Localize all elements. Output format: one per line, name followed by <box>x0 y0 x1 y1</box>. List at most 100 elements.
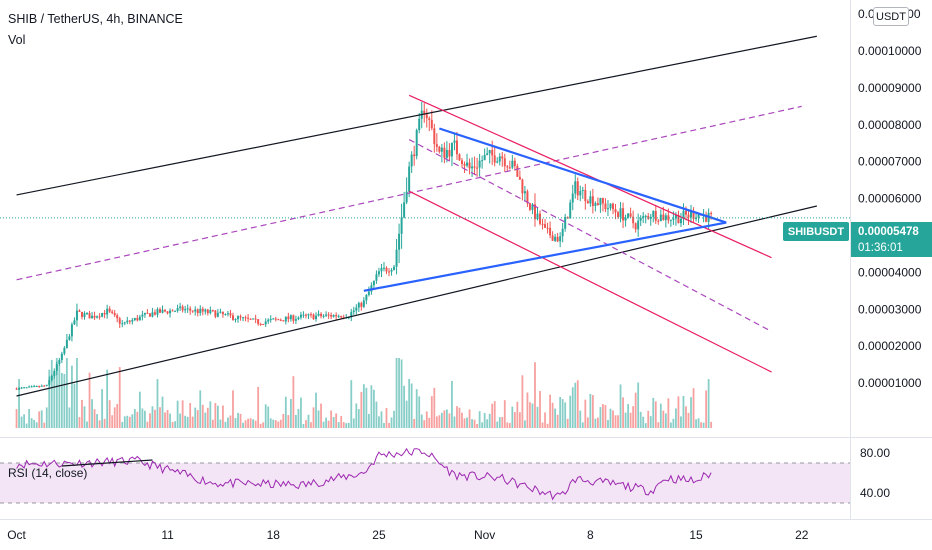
candle-body <box>91 315 94 319</box>
candle-body <box>60 353 63 360</box>
candle-body <box>423 110 426 114</box>
time-axis-label: 8 <box>587 528 594 542</box>
candle-body <box>169 310 172 314</box>
trendline-drawings[interactable] <box>16 35 817 467</box>
candle-body <box>40 385 43 387</box>
candle-body <box>506 166 509 168</box>
candle-body <box>375 274 378 281</box>
volume-bar <box>297 408 300 428</box>
candle-body <box>445 149 448 158</box>
volume-bar <box>166 409 169 428</box>
candle-body <box>315 315 318 320</box>
volume-bar <box>325 417 327 428</box>
candle-body <box>564 217 567 229</box>
volume-bar <box>282 413 285 428</box>
volume-bar <box>307 414 310 428</box>
candle-body <box>35 385 38 387</box>
candle-body <box>340 315 343 318</box>
candle-body <box>360 303 363 307</box>
candle-body <box>299 314 302 318</box>
candle-body <box>367 291 370 295</box>
volume-bar <box>199 390 202 428</box>
candle-body <box>234 319 237 321</box>
volume-bar <box>65 358 68 428</box>
candle-body <box>523 191 526 194</box>
candle-body <box>541 223 544 225</box>
candle-body <box>413 154 416 157</box>
volume-bar <box>113 407 116 428</box>
price-axis[interactable]: 0.000110000.000100000.000090000.00008000… <box>858 7 922 390</box>
candle-body <box>259 323 262 325</box>
volume-bar <box>667 398 670 428</box>
volume-bar <box>695 419 697 428</box>
volume-bar <box>23 414 25 428</box>
falling-channel-upper-line <box>408 94 772 259</box>
currency-unit-button[interactable]: USDT <box>873 7 909 26</box>
candle-body <box>428 118 431 120</box>
candle-body <box>654 210 657 221</box>
volume-bar <box>144 410 146 428</box>
candle-body <box>209 310 212 314</box>
volume-bar <box>330 410 333 428</box>
candle-body <box>486 153 489 155</box>
time-axis-label: Nov <box>474 528 495 542</box>
volume-bar <box>206 407 209 428</box>
candle-body <box>216 312 219 317</box>
candle-body <box>48 380 51 385</box>
rsi-legend[interactable]: RSI (14, close) <box>8 466 87 480</box>
candle-body <box>226 313 229 315</box>
candle-body <box>55 364 58 372</box>
time-axis[interactable]: Oct 11 18 25 Nov 8 15 22 <box>7 528 809 542</box>
candle-body <box>466 162 469 166</box>
volume-bar <box>506 422 509 428</box>
volume-bar <box>216 405 219 428</box>
candle-body <box>196 309 199 314</box>
candle-body <box>478 160 481 168</box>
volume-bar <box>277 421 280 428</box>
candle-body <box>237 316 240 320</box>
price-axis-label: 0.00004000 <box>858 265 922 279</box>
candle-body <box>25 387 28 389</box>
candle-body <box>98 316 101 318</box>
volume-bar <box>669 422 672 428</box>
candle-body <box>642 216 645 218</box>
candle-body <box>571 193 574 203</box>
candle-body <box>629 213 632 217</box>
volume-bar <box>237 412 239 428</box>
candle-body <box>219 311 222 313</box>
volume-bar <box>418 396 421 428</box>
candle-body <box>551 235 554 241</box>
candle-body <box>249 318 252 320</box>
volume-legend[interactable]: Vol <box>8 33 25 47</box>
volume-bar <box>184 415 187 428</box>
volume-bar <box>481 422 484 428</box>
candle-body <box>516 166 519 177</box>
volume-bar <box>549 394 551 428</box>
volume-bar <box>222 405 224 428</box>
volume-bar <box>682 396 685 428</box>
volume-bar <box>262 422 265 428</box>
candle-body <box>377 271 380 275</box>
candle-body <box>277 319 280 321</box>
symbol-title[interactable]: SHIB / TetherUS, 4h, BINANCE <box>8 12 183 26</box>
candle-body <box>674 214 677 219</box>
candle-body <box>667 215 670 221</box>
volume-bar <box>123 416 126 428</box>
volume-bar <box>340 415 343 428</box>
volume-bar <box>594 418 597 428</box>
volume-bar <box>524 420 526 428</box>
volume-bar <box>644 423 647 428</box>
candle-body <box>103 313 106 315</box>
price-axis-label: 0.00006000 <box>858 192 922 206</box>
candle-body <box>30 386 33 388</box>
candle-body <box>133 317 136 321</box>
candle-body <box>393 266 396 271</box>
main-pane[interactable] <box>0 0 850 437</box>
rsi-band-fill <box>0 463 850 503</box>
volume-bar <box>96 414 98 428</box>
candle-body <box>332 315 335 317</box>
candle-body <box>350 311 353 318</box>
candle-body <box>302 314 305 316</box>
candle-body <box>126 320 129 323</box>
